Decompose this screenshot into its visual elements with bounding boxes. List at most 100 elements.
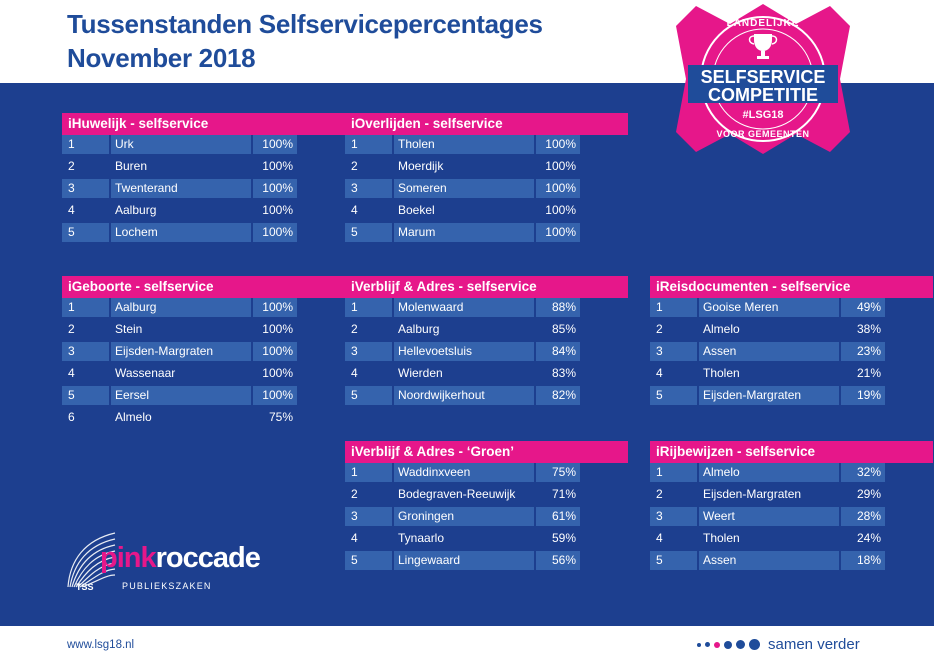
municipality-cell: Marum: [394, 223, 534, 242]
rank-cell: 1: [62, 298, 109, 317]
rank-cell: 3: [345, 342, 392, 361]
page-title: Tussenstanden Selfservicepercentages: [67, 9, 543, 39]
percentage-cell: 21%: [856, 366, 881, 380]
panel-reisdocumenten: iReisdocumenten - selfservice 1 Gooise Me…: [650, 276, 933, 408]
table-row: 5 Eersel 100%: [62, 386, 345, 408]
table-row: 1 Gooise Meren 49%: [650, 298, 933, 320]
table-row: 4 Wassenaar 100%: [62, 364, 345, 386]
table-row: 1 Molenwaard 88%: [345, 298, 628, 320]
table-row: 2 Aalburg 85%: [345, 320, 628, 342]
rank-cell: 2: [351, 487, 358, 501]
table-row: 2 Bodegraven-Reeuwijk 71%: [345, 485, 628, 507]
panel-title: iVerblijf & Adres - ‘Groen’: [345, 441, 628, 463]
municipality-cell: Waddinxveen: [394, 463, 534, 482]
municipality-cell: Gooise Meren: [699, 298, 839, 317]
municipality-cell: Wierden: [398, 366, 443, 380]
rank-cell: 3: [62, 179, 109, 198]
percentage-cell: 59%: [551, 531, 576, 545]
table-row: 5 Marum 100%: [345, 223, 628, 245]
panel-geboorte: iGeboorte - selfservice 1 Aalburg 100% 2 St…: [62, 276, 345, 430]
percentage-cell: 100%: [262, 159, 293, 173]
table-row: 2 Eijsden-Margraten 29%: [650, 485, 933, 507]
municipality-cell: Aalburg: [115, 203, 157, 217]
rank-cell: 1: [345, 135, 392, 154]
table-row: 2 Almelo 38%: [650, 320, 933, 342]
panel-title: iOverlijden - selfservice: [345, 113, 628, 135]
badge-line2: COMPETITIE: [708, 85, 818, 105]
rank-cell: 4: [68, 366, 75, 380]
percentage-cell: 100%: [536, 179, 580, 198]
table-row: 3 Twenterand 100%: [62, 179, 345, 201]
samen-verder-tagline: samen verder: [697, 636, 860, 653]
table-row: 2 Stein 100%: [62, 320, 345, 342]
table-row: 3 Assen 23%: [650, 342, 933, 364]
rank-cell: 1: [345, 463, 392, 482]
panel-title: iReisdocumenten - selfservice: [650, 276, 933, 298]
percentage-cell: 100%: [253, 342, 297, 361]
rank-cell: 5: [345, 223, 392, 242]
percentage-cell: 49%: [841, 298, 885, 317]
municipality-cell: Eijsden-Margraten: [111, 342, 251, 361]
percentage-cell: 100%: [253, 135, 297, 154]
rank-cell: 3: [62, 342, 109, 361]
municipality-cell: Almelo: [699, 463, 839, 482]
municipality-cell: Eijsden-Margraten: [703, 487, 802, 501]
rank-cell: 3: [345, 507, 392, 526]
municipality-cell: Tholen: [394, 135, 534, 154]
dot-icon: [749, 639, 760, 650]
badge-bottom-text: VOOR GEMEENTEN: [716, 129, 809, 139]
municipality-cell: Lingewaard: [394, 551, 534, 570]
percentage-cell: 88%: [536, 298, 580, 317]
dot-icon: [736, 640, 745, 649]
dot-icon: [697, 642, 701, 647]
table-row: 4 Aalburg 100%: [62, 201, 345, 223]
rank-cell: 2: [68, 159, 75, 173]
municipality-cell: Boekel: [398, 203, 435, 217]
rank-cell: 2: [656, 487, 663, 501]
municipality-cell: Assen: [699, 551, 839, 570]
rank-cell: 6: [68, 410, 75, 424]
percentage-cell: 100%: [536, 223, 580, 242]
rank-cell: 5: [650, 551, 697, 570]
table-row: 2 Moerdijk 100%: [345, 157, 628, 179]
percentage-cell: 100%: [253, 223, 297, 242]
percentage-cell: 75%: [536, 463, 580, 482]
table-row: 4 Tholen 21%: [650, 364, 933, 386]
rank-cell: 2: [656, 322, 663, 336]
municipality-cell: Almelo: [115, 410, 152, 424]
dot-icon: [724, 640, 732, 649]
footer-url-link[interactable]: www.lsg18.nl: [67, 639, 135, 651]
municipality-cell: Assen: [699, 342, 839, 361]
table-row: 5 Assen 18%: [650, 551, 933, 573]
municipality-cell: Hellevoetsluis: [394, 342, 534, 361]
percentage-cell: 100%: [253, 386, 297, 405]
rank-cell: 2: [351, 159, 358, 173]
rank-cell: 5: [62, 223, 109, 242]
rank-cell: 3: [650, 342, 697, 361]
table-row: 5 Noordwijkerhout 82%: [345, 386, 628, 408]
municipality-cell: Aalburg: [111, 298, 251, 317]
table-row: 1 Aalburg 100%: [62, 298, 345, 320]
municipality-cell: Almelo: [703, 322, 740, 336]
badge-top-text: LANDELIJKE: [727, 18, 800, 29]
rank-cell: 4: [68, 203, 75, 217]
municipality-cell: Tynaarlo: [398, 531, 445, 545]
percentage-cell: 32%: [841, 463, 885, 482]
table-row: 1 Urk 100%: [62, 135, 345, 157]
table-row: 3 Hellevoetsluis 84%: [345, 342, 628, 364]
rank-cell: 5: [345, 551, 392, 570]
table-row: 1 Tholen 100%: [345, 135, 628, 157]
percentage-cell: 100%: [262, 322, 293, 336]
table-row: 2 Buren 100%: [62, 157, 345, 179]
badge-hashtag: #LSG18: [743, 109, 784, 121]
percentage-cell: 23%: [841, 342, 885, 361]
municipality-cell: Twenterand: [111, 179, 251, 198]
municipality-cell: Noordwijkerhout: [394, 386, 534, 405]
rank-cell: 5: [650, 386, 697, 405]
rank-cell: 1: [650, 463, 697, 482]
rank-cell: 2: [351, 322, 358, 336]
municipality-cell: Buren: [115, 159, 148, 173]
table-row: 4 Boekel 100%: [345, 201, 628, 223]
percentage-cell: 100%: [545, 203, 576, 217]
